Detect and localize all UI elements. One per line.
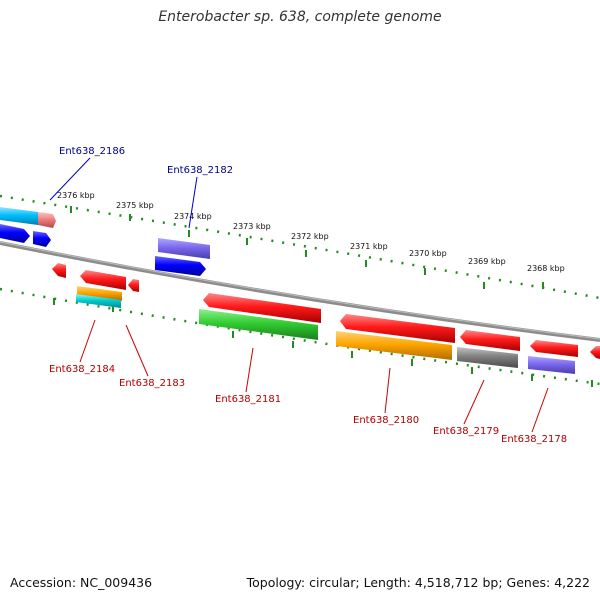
tick-label-2373: 2373 kbp	[233, 222, 271, 231]
gene-feature-ent638-2178-slate[interactable]	[528, 356, 575, 374]
gene-label-ent638-2182[interactable]: Ent638_2182	[167, 165, 233, 176]
leader-ent638-2186	[49, 157, 91, 201]
gene-feature-sky[interactable]	[0, 207, 38, 225]
gene-feature-red-edge[interactable]	[590, 346, 600, 359]
gene-label-ent638-2183[interactable]: Ent638_2183	[119, 378, 185, 389]
gene-label-ent638-2184[interactable]: Ent638_2184	[49, 364, 115, 375]
leader-ent638-2179	[463, 379, 485, 425]
gene-feature-red-tiny-2[interactable]	[128, 279, 139, 292]
gene-feature-ent638-2184-orange[interactable]	[77, 286, 122, 301]
gene-feature-ent638-2180-orange[interactable]	[336, 331, 452, 360]
leader-ent638-2182	[188, 176, 198, 229]
genome-backbone-highlight	[0, 241, 600, 340]
tick-label-2375: 2375 kbp	[116, 201, 154, 210]
accession-text: Accession: NC_009436	[10, 575, 153, 590]
gene-feature-ent638-2184-cyan[interactable]	[76, 294, 121, 308]
gene-label-ent638-2181[interactable]: Ent638_2181	[215, 394, 281, 405]
gene-label-ent638-2178[interactable]: Ent638_2178	[501, 434, 567, 445]
gene-label-ent638-2179[interactable]: Ent638_2179	[433, 426, 499, 437]
tick-label-2371: 2371 kbp	[350, 242, 388, 251]
tick-label-2368: 2368 kbp	[527, 264, 565, 273]
gene-feature-salmon[interactable]	[38, 212, 56, 228]
gene-feature-blue-small-1[interactable]	[0, 224, 30, 243]
gene-feature-ent638-2179-red[interactable]	[460, 330, 520, 351]
gene-feature-red-tiny-1[interactable]	[52, 263, 66, 278]
gene-feature-ent638-2182[interactable]	[158, 238, 210, 259]
leader-ent638-2181	[245, 347, 254, 393]
gene-label-ent638-2186[interactable]: Ent638_2186	[59, 146, 125, 157]
gene-label-ent638-2180[interactable]: Ent638_2180	[353, 415, 419, 426]
gene-feature-red-2183a[interactable]	[80, 270, 126, 290]
tick-label-2376: 2376 kbp	[57, 191, 95, 200]
topology-text: Topology: circular; Length: 4,518,712 bp…	[246, 575, 590, 590]
gene-feature-ent638-2180-red[interactable]	[340, 314, 455, 343]
gene-feature-ent638-2181-green[interactable]	[199, 309, 318, 340]
leader-ent638-2180	[384, 367, 391, 414]
leader-ent638-2183	[125, 324, 149, 377]
ruler-upper-major-ticks	[70, 206, 544, 289]
gene-feature-blue-2182b[interactable]	[155, 256, 206, 276]
tick-label-2374: 2374 kbp	[174, 212, 212, 221]
genome-title: Enterobacter sp. 638, complete genome	[158, 9, 442, 25]
genome-backbone	[0, 241, 600, 342]
leader-ent638-2184	[79, 319, 96, 363]
gene-feature-blue-small-2[interactable]	[33, 231, 51, 247]
tick-label-2369: 2369 kbp	[468, 257, 506, 266]
leader-ent638-2178	[531, 387, 549, 433]
gene-feature-ent638-2179-gray[interactable]	[457, 347, 518, 368]
tick-label-2370: 2370 kbp	[409, 249, 447, 258]
tick-label-2372: 2372 kbp	[291, 232, 329, 241]
gene-feature-ent638-2181-red[interactable]	[203, 293, 321, 323]
gene-feature-ent638-2178-red[interactable]	[530, 340, 578, 357]
